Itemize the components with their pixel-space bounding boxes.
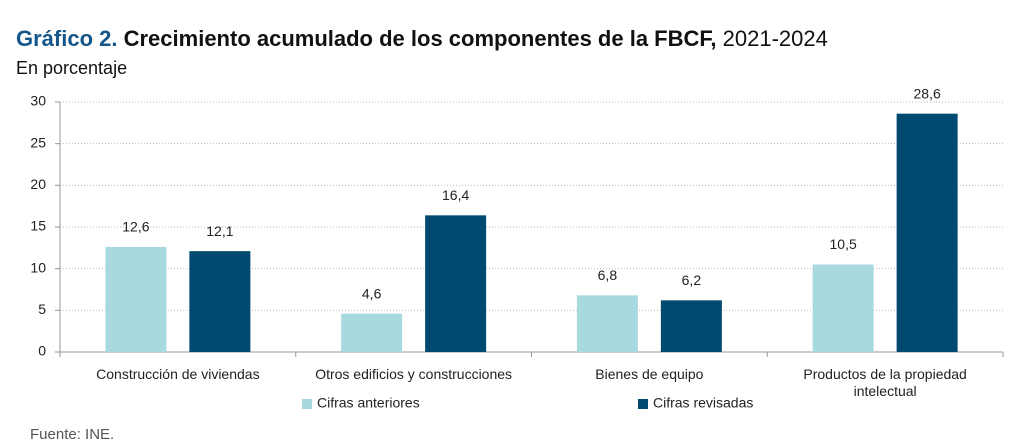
y-tick-label: 15 [30, 218, 46, 234]
legend-swatch [638, 399, 648, 409]
data-label: 6,2 [682, 272, 702, 288]
bar [660, 300, 722, 352]
title-line: Gráfico 2. Crecimiento acumulado de los … [16, 26, 828, 52]
data-label: 4,6 [362, 285, 382, 301]
source-line: Fuente: INE. [30, 426, 114, 443]
legend-swatch [302, 399, 312, 409]
y-tick-label: 0 [38, 343, 46, 359]
bar [425, 215, 487, 352]
subtitle: En porcentaje [16, 58, 128, 78]
x-tick-label: Productos de la propiedad intelectual [803, 366, 967, 399]
title-label: Gráfico 2. [16, 26, 118, 51]
x-tick-label: Bienes de equipo [595, 366, 704, 382]
x-tick-label: Otros edificios y construcciones [315, 366, 513, 382]
data-label: 12,6 [122, 219, 149, 235]
data-label: 28,6 [914, 85, 941, 101]
bar [341, 313, 403, 352]
bar [189, 251, 251, 352]
y-tick-label: 30 [30, 93, 46, 109]
y-tick-label: 20 [30, 176, 46, 192]
y-tick-label: 5 [38, 301, 46, 317]
data-label: 12,1 [206, 223, 233, 239]
source-label: Fuente: [30, 426, 81, 443]
data-label: 16,4 [442, 187, 469, 203]
legend-label: Cifras anteriores [317, 395, 420, 411]
bar [812, 264, 874, 352]
y-tick-label: 25 [30, 134, 46, 150]
data-label: 6,8 [598, 267, 618, 283]
data-label: 10,5 [830, 236, 857, 252]
bar [896, 113, 958, 353]
x-tick-label: Construcción de viviendas [96, 366, 260, 382]
y-tick-label: 10 [30, 259, 46, 275]
bar [105, 247, 167, 352]
legend-label: Cifras revisadas [653, 395, 753, 411]
chart-title: Crecimiento acumulado de los componentes… [123, 26, 717, 51]
title-period: 2021-2024 [722, 26, 828, 51]
source: INE. [85, 426, 115, 443]
bar [576, 295, 638, 352]
